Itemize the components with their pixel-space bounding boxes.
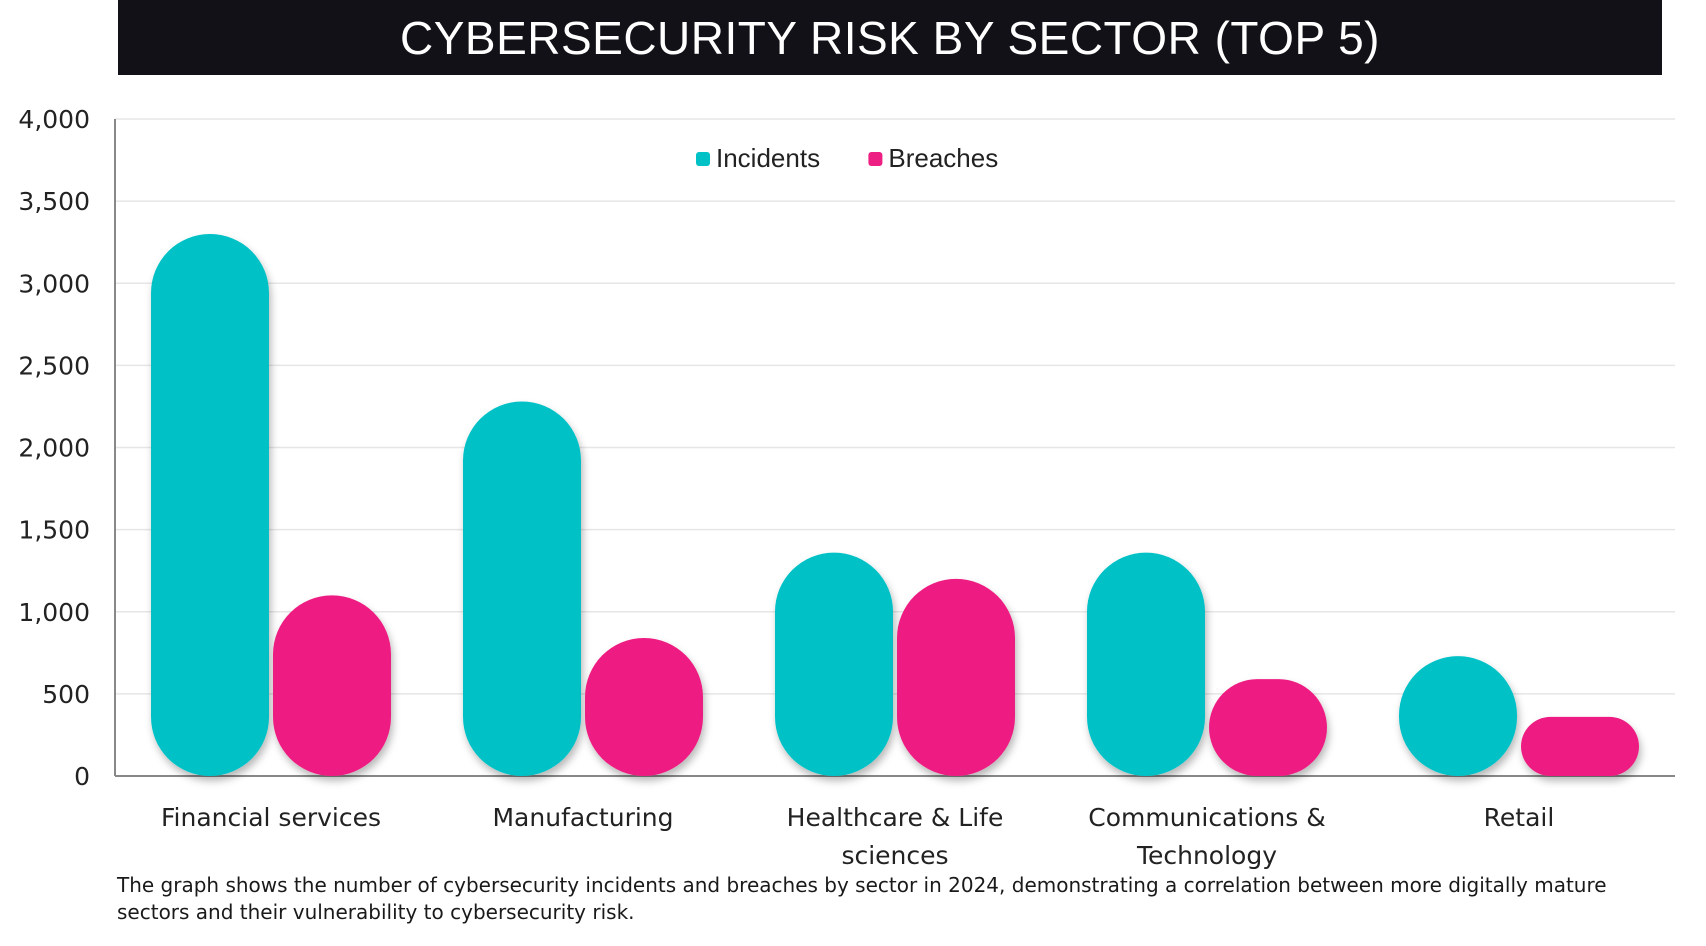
y-tick-label: 4,000 bbox=[18, 105, 90, 134]
y-tick-label: 1,500 bbox=[18, 516, 90, 545]
bar-incidents-2 bbox=[463, 401, 581, 776]
legend-swatch-incidents bbox=[696, 152, 710, 166]
gridlines bbox=[115, 118, 1675, 695]
bar-incidents-3 bbox=[775, 552, 893, 776]
bar-breaches-3 bbox=[897, 578, 1015, 776]
x-tick-label: Retail bbox=[1484, 803, 1555, 832]
legend-swatch-breaches bbox=[868, 152, 883, 166]
x-tick-label: Healthcare & Life sciences bbox=[787, 803, 1004, 870]
x-tick-label: Manufacturing bbox=[492, 803, 673, 832]
bar-breaches-1 bbox=[273, 595, 391, 776]
bar-incidents-4 bbox=[1087, 552, 1205, 776]
y-tick-label: 0 bbox=[74, 762, 90, 791]
bar-incidents-5 bbox=[1399, 656, 1517, 776]
y-tick-label: 2,000 bbox=[18, 434, 90, 463]
legend: Incidents Breaches bbox=[696, 143, 998, 173]
x-tick-label: Financial services bbox=[161, 803, 381, 832]
y-tick-label: 500 bbox=[42, 680, 90, 709]
bars bbox=[151, 233, 1639, 777]
y-tick-label: 3,000 bbox=[18, 269, 90, 298]
bar-breaches-4 bbox=[1209, 679, 1327, 776]
axes bbox=[114, 119, 1675, 777]
bar-breaches-2 bbox=[585, 638, 703, 776]
legend-label-breaches: Breaches bbox=[888, 143, 998, 173]
x-tick-label: Communications & Technology bbox=[1088, 803, 1326, 870]
chart-caption: The graph shows the number of cybersecur… bbox=[117, 873, 1607, 924]
legend-label-incidents: Incidents bbox=[716, 143, 820, 173]
bar-breaches-5 bbox=[1521, 716, 1639, 776]
y-tick-label: 3,500 bbox=[18, 187, 90, 216]
bar-incidents-1 bbox=[151, 233, 269, 777]
y-tick-label: 1,000 bbox=[18, 598, 90, 627]
tick-labels: 0 500 1,000 1,500 2,000 2,500 3,000 3,500 4,000 F… bbox=[18, 105, 1554, 870]
y-tick-label: 2,500 bbox=[18, 351, 90, 380]
chart-title: CYBERSECURITY RISK BY SECTOR (TOP 5) bbox=[118, 0, 1662, 75]
